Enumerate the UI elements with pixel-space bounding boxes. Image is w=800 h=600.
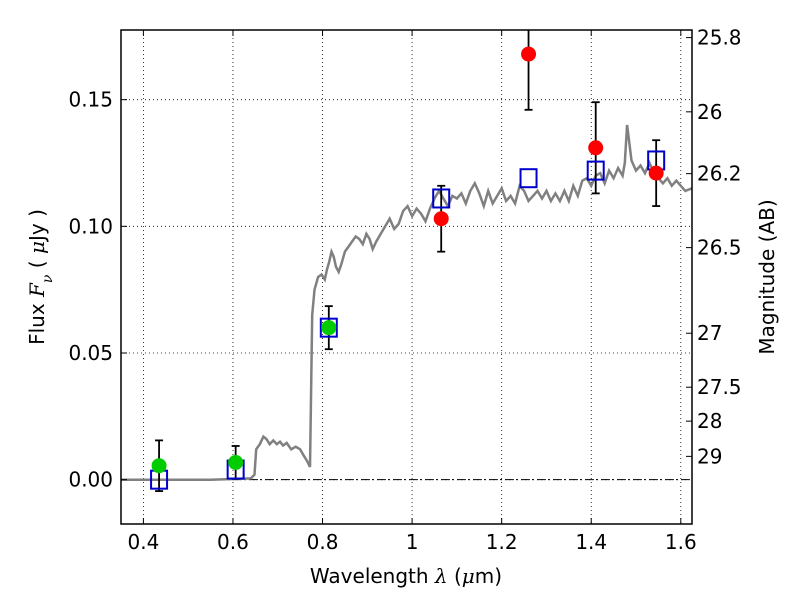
plot-frame (120, 29, 693, 525)
x-tick-label: 1.2 (486, 530, 518, 554)
label-part: Jy ) (25, 209, 49, 243)
label-part: ( (448, 564, 462, 588)
data-point (321, 320, 337, 336)
label-part: F (25, 282, 49, 298)
axis-ticks (121, 30, 692, 524)
y-axis-label: Flux Fν ( μJy ) (25, 209, 56, 345)
label-part: ν (40, 274, 56, 283)
label-part: Flux (25, 297, 49, 345)
data-point (648, 165, 664, 181)
model-band-square (319, 317, 338, 338)
label-part: ( (25, 254, 49, 275)
label-part: λ (434, 564, 448, 588)
data-point (151, 458, 167, 474)
data-markers (150, 46, 666, 490)
y2-tick-label: 25.8 (697, 26, 742, 50)
y2-tick-label: 26.2 (697, 162, 742, 186)
error-bars (155, 30, 661, 492)
label-part: Wavelength (310, 564, 435, 588)
data-point (228, 454, 244, 470)
data-point (588, 140, 604, 156)
x-tick-label: 1.6 (665, 530, 697, 554)
model-band-square (519, 168, 538, 189)
plot-background (121, 30, 692, 524)
x-axis-label: Wavelength λ (μm) (310, 564, 502, 588)
y2-tick-label: 27.5 (697, 375, 742, 399)
x-tick-label: 1 (406, 530, 419, 554)
y-tick-label: 0.15 (68, 88, 113, 112)
model-band-square (432, 188, 451, 209)
label-part: μ (462, 564, 475, 588)
y-tick-label: 0.10 (68, 214, 113, 238)
x-tick-label: 0.8 (307, 530, 339, 554)
label-part: m) (475, 564, 502, 588)
y2-tick-label: 26.5 (697, 236, 742, 260)
label-part: μ (25, 241, 49, 254)
y-tick-label: 0.00 (68, 468, 113, 492)
y2-tick-label: 28 (697, 409, 722, 433)
y2-tick-label: 27 (697, 321, 722, 345)
y2-axis-label: Magnitude (AB) (755, 199, 779, 354)
x-tick-label: 0.4 (127, 530, 159, 554)
model-spectrum-line (121, 124, 693, 481)
data-point (433, 211, 449, 227)
model-band-square (586, 160, 605, 181)
x-tick-label: 0.6 (217, 530, 249, 554)
y2-tick-label: 26 (697, 100, 722, 124)
tick-labels: 0.4 0.6 0.8 1 1.2 1.4 1.6 0.00 0.05 0.10 0.15 25.8 2… (68, 26, 741, 554)
data-point (521, 46, 537, 62)
x-tick-label: 1.4 (575, 530, 607, 554)
y-tick-label: 0.05 (68, 341, 113, 365)
y2-tick-label: 29 (697, 444, 722, 468)
